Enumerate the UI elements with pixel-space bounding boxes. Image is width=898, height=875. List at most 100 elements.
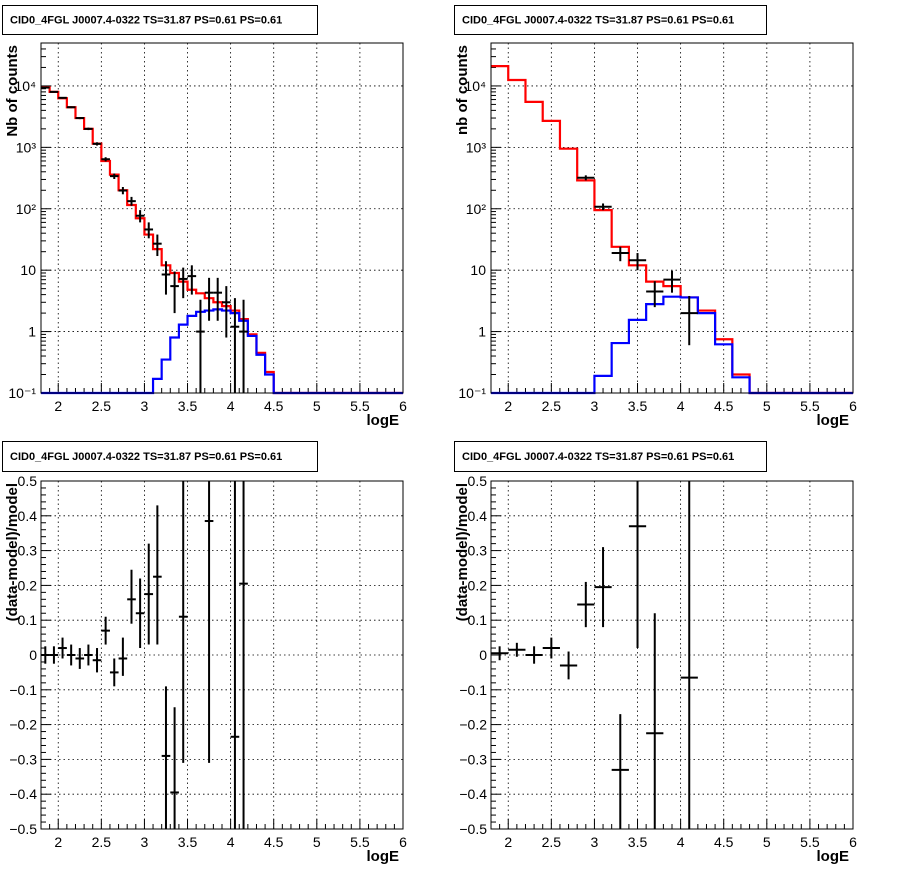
y-tick-label: −0.3 (9, 751, 37, 767)
data-point (101, 157, 110, 162)
histogram-series-total (491, 65, 853, 395)
data-point (92, 648, 102, 673)
x-tick-label: 2 (54, 834, 62, 850)
x-tick-label: 2 (504, 834, 512, 850)
data-point (144, 222, 154, 239)
data-point (646, 613, 664, 829)
data-point (41, 646, 50, 664)
x-tick-label: 3 (141, 398, 149, 414)
data-point (222, 286, 231, 338)
data-point (508, 642, 526, 657)
data-point (118, 637, 128, 676)
data-point (49, 90, 59, 93)
data-point (196, 299, 205, 393)
data-point (58, 96, 67, 99)
x-tick-label: 5.5 (800, 834, 820, 850)
data-point (178, 481, 188, 763)
plot-frame (40, 480, 404, 830)
data-point (204, 481, 214, 763)
data-point (178, 267, 188, 299)
plot-frame (490, 480, 854, 830)
y-axis: −0.5 −0.4 −0.3 −0.2 −0.1 0 0.1 0.2 0.3 0.4 0.5(dat… (454, 473, 853, 837)
y-tick-label: −0.1 (459, 682, 487, 698)
x-tick-label: 3 (141, 834, 149, 850)
y-tick-label: −0.4 (9, 786, 37, 802)
data-point (628, 481, 647, 649)
data-point (49, 646, 59, 664)
x-tick-label: 5 (763, 834, 771, 850)
data-point (577, 175, 595, 181)
data-point (213, 277, 222, 321)
y-tick-label: −0.4 (459, 786, 487, 802)
x-axis-label: logE (817, 848, 850, 865)
chart-panel-top-left: CID0_4FGL J0007.4-0322 TS=31.87 PS=0.61 … (2, 5, 407, 429)
x-tick-label: 2 (54, 398, 62, 414)
y-tick-label: −0.5 (9, 821, 37, 837)
data-point (153, 234, 162, 257)
y-tick-label: 10² (466, 201, 487, 217)
y-tick-label: 0.2 (468, 577, 488, 593)
x-tick-label: 5.5 (800, 398, 820, 414)
data-point (680, 481, 698, 829)
data-point (58, 637, 67, 659)
data-point (239, 481, 248, 829)
data-point (118, 187, 128, 195)
y-tick-label: −0.5 (459, 821, 487, 837)
y-tick-label: 10⁴ (14, 78, 36, 94)
data-point (109, 173, 119, 180)
data-point (559, 651, 578, 680)
data-point (577, 581, 595, 628)
x-tick-label: 3.5 (178, 834, 198, 850)
y-tick-label: 0.3 (468, 543, 488, 559)
data-point (41, 86, 50, 89)
data-point (230, 481, 240, 829)
x-tick-label: 5.5 (350, 834, 370, 850)
y-tick-label: 10 (20, 262, 36, 278)
data-point (680, 295, 698, 346)
data-point (594, 203, 612, 211)
data-point (66, 644, 76, 666)
y-tick-label: −0.1 (9, 682, 37, 698)
x-tick-label: 4 (677, 398, 685, 414)
data-point (170, 707, 179, 829)
chart-title-box (2, 5, 318, 35)
x-tick-label: 5 (313, 834, 321, 850)
chart-title: CID0_4FGL J0007.4-0322 TS=31.87 PS=0.61 … (10, 15, 282, 27)
chart-title-box (2, 441, 318, 472)
data-point (628, 253, 647, 271)
data-point (144, 543, 154, 645)
x-tick-label: 3.5 (628, 834, 648, 850)
x-tick-label: 2.5 (92, 398, 112, 414)
data-point (84, 644, 93, 666)
y-tick-label: 0.1 (18, 612, 38, 628)
y-tick-label: 10 (470, 262, 486, 278)
x-tick-label: 2.5 (542, 834, 562, 850)
chart-title-box (454, 441, 767, 472)
y-tick-label: 0.5 (468, 473, 488, 489)
x-tick-label: 6 (849, 834, 857, 850)
x-tick-label: 4 (227, 398, 235, 414)
histogram-series-source (491, 295, 853, 395)
y-axis-label: (data-model)/model (4, 483, 21, 621)
x-axis-label: logE (367, 848, 400, 865)
data-point (239, 299, 248, 393)
data-point (611, 714, 629, 829)
x-tick-label: 6 (399, 398, 407, 414)
x-tick-label: 6 (849, 398, 857, 414)
y-tick-label: 0.1 (468, 612, 488, 628)
data-point (611, 246, 629, 262)
chart-title: CID0_4FGL J0007.4-0322 TS=31.87 PS=0.61 … (462, 451, 734, 463)
x-tick-label: 2.5 (542, 398, 562, 414)
data-point (187, 265, 197, 295)
data-point (75, 116, 85, 120)
data-point (170, 271, 179, 314)
y-axis-label: Nb of counts (4, 45, 21, 137)
y-tick-label: 0 (479, 647, 487, 663)
x-tick-label: 3 (591, 834, 599, 850)
data-point (161, 686, 171, 829)
data-point (101, 616, 110, 645)
x-axis-label: logE (367, 412, 400, 429)
y-axis: −0.5 −0.4 −0.3 −0.2 −0.1 0 0.1 0.2 0.3 0.4 0.5(dat… (4, 473, 403, 837)
plot-frame (40, 42, 404, 394)
